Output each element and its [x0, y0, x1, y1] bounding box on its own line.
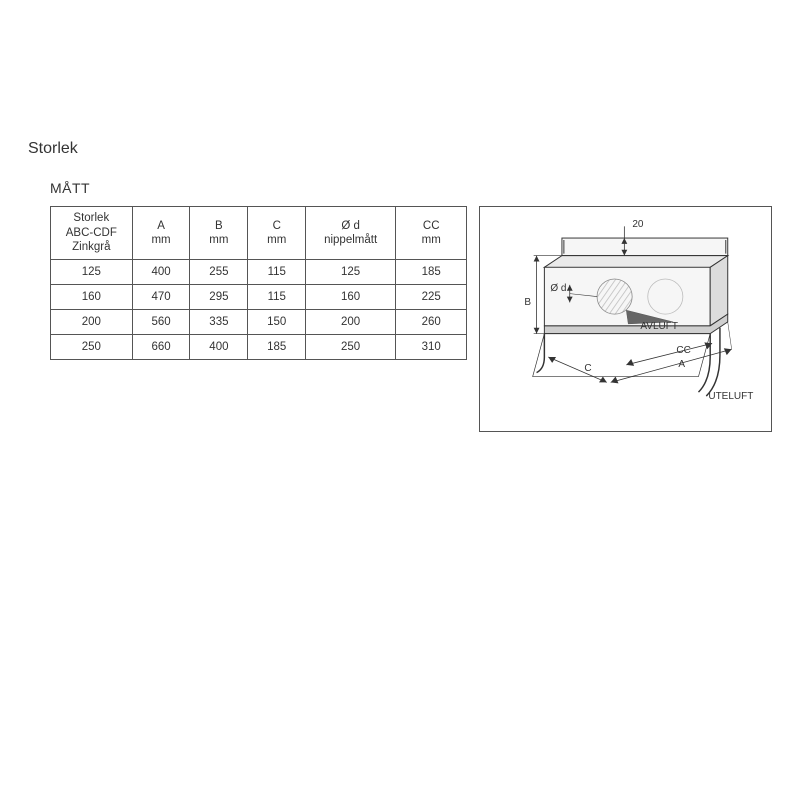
col-header-d: Ø d nippelmått: [306, 207, 396, 260]
table-row: 200 560 335 150 200 260: [51, 310, 467, 335]
diagram-label-diameter: Ø d: [550, 283, 566, 294]
col-header-size: Storlek ABC-CDF Zinkgrå: [51, 207, 133, 260]
section-title: MÅTT: [50, 180, 772, 196]
diagram-label-a: A: [678, 359, 685, 370]
diagram-label-cc: CC: [676, 345, 690, 356]
col-header-b: B mm: [190, 207, 248, 260]
table-row: 250 660 400 185 250 310: [51, 335, 467, 360]
col-header-cc: CC mm: [396, 207, 467, 260]
col-header-a: A mm: [132, 207, 190, 260]
col-header-c: C mm: [248, 207, 306, 260]
dimension-diagram: 20 Ø d B AVLUFT CC A C UTELUFT: [479, 206, 772, 432]
table-row: 160 470 295 115 160 225: [51, 285, 467, 310]
table-row: 125 400 255 115 125 185: [51, 260, 467, 285]
dimensions-table: Storlek ABC-CDF Zinkgrå A mm B mm C mm: [50, 206, 467, 360]
diagram-label-20: 20: [632, 219, 643, 230]
diagram-label-c: C: [584, 363, 591, 374]
table-header-row: Storlek ABC-CDF Zinkgrå A mm B mm C mm: [51, 207, 467, 260]
page-heading: Storlek: [28, 140, 772, 158]
table-body: 125 400 255 115 125 185 160 470 295 115 …: [51, 260, 467, 360]
diagram-label-uteluft: UTELUFT: [708, 391, 753, 402]
diagram-label-b: B: [524, 297, 531, 308]
diagram-label-avluft: AVLUFT: [640, 321, 678, 332]
